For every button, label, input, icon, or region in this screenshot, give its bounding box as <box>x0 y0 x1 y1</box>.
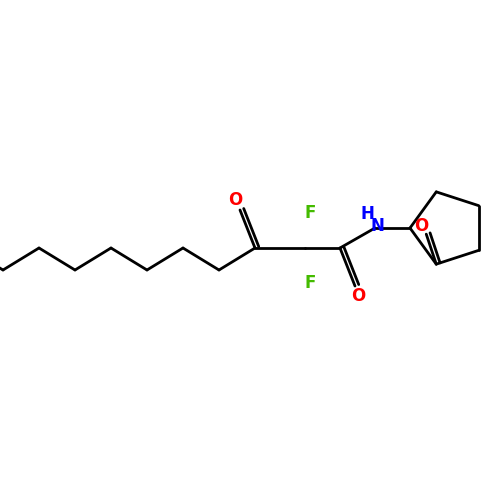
Text: O: O <box>228 191 242 209</box>
Text: N: N <box>370 217 384 235</box>
Text: F: F <box>304 274 316 292</box>
Text: H: H <box>360 205 374 223</box>
Text: O: O <box>414 217 428 235</box>
Text: O: O <box>351 287 365 305</box>
Text: F: F <box>304 204 316 222</box>
